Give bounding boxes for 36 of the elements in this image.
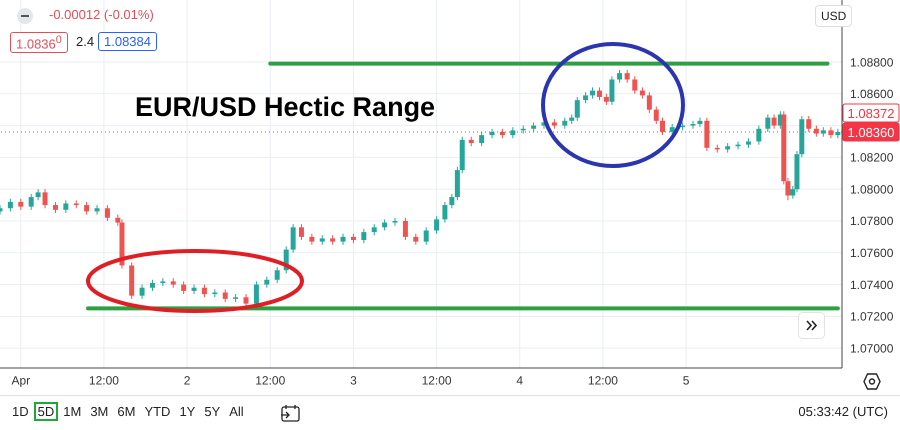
- text: 1M: [63, 404, 82, 419]
- text: 05:33:42 (UTC): [798, 404, 888, 419]
- x-tick-label: 2: [184, 374, 191, 388]
- text: 6M: [117, 404, 136, 419]
- x-tick-label: 4: [516, 374, 524, 388]
- text: All: [229, 404, 244, 419]
- y-tick-label: 1.08000: [850, 182, 894, 196]
- y-tick-label: 1.07800: [850, 214, 894, 228]
- y-tick-label: 1.07000: [850, 341, 894, 356]
- text: EUR/USD Hectic Range: [135, 92, 436, 123]
- text: 1Y: [179, 404, 196, 419]
- y-tick-label: 1.07600: [850, 246, 894, 260]
- x-tick-label: Apr: [11, 374, 30, 388]
- y-tick-label: 1.07400: [850, 278, 894, 292]
- text: 5Y: [204, 404, 220, 419]
- text: YTD: [144, 404, 170, 419]
- y-tick-label: 1.08200: [850, 150, 894, 165]
- x-tick-label: 3: [350, 374, 358, 388]
- y-tick-label: 1.07200: [850, 310, 894, 324]
- x-tick-label: 12:00: [88, 374, 120, 388]
- text: 1.08372: [848, 106, 894, 121]
- text: 5D: [34, 402, 58, 421]
- annotation: 2.4: [76, 34, 94, 49]
- ref-line-label: 1.08360: [848, 124, 894, 140]
- annotation: 1.08384: [98, 32, 157, 51]
- y-tick-label: 1.08600: [850, 87, 894, 102]
- x-tick-label: 12:00: [255, 374, 286, 388]
- y-tick-label: 1.08800: [850, 55, 894, 70]
- text: 3M: [90, 404, 108, 419]
- annotation: -0.00012 (-0.01%): [49, 7, 154, 22]
- text: 1D: [12, 404, 29, 419]
- x-tick-label: 5: [682, 374, 690, 388]
- x-tick-label: 12:00: [422, 374, 452, 388]
- annotation: USD: [815, 5, 852, 27]
- annotation: 1.0836$^{0}$: [10, 32, 68, 54]
- x-tick-label: 12:00: [588, 374, 618, 388]
